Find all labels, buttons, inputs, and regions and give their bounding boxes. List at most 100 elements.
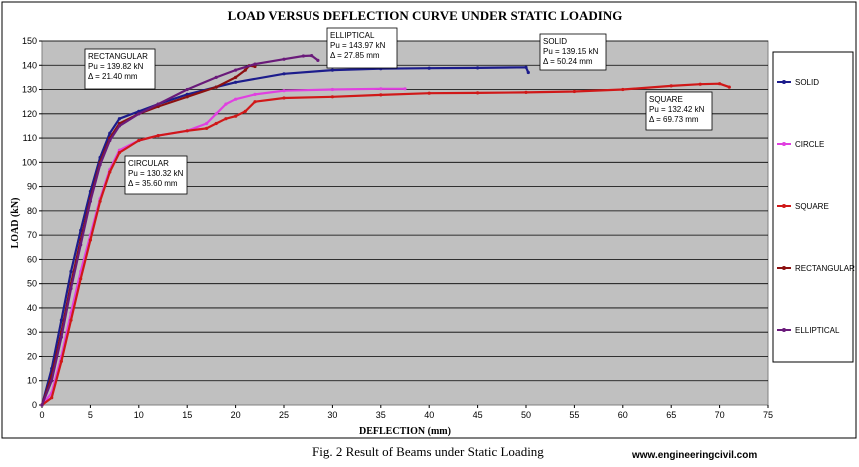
data-point xyxy=(727,85,731,89)
annotation-text: SOLID xyxy=(543,37,567,46)
annotation-text: Pu = 143.97 kN xyxy=(330,41,386,50)
data-point xyxy=(224,102,228,106)
data-point xyxy=(88,238,92,242)
y-tick-label: 60 xyxy=(27,254,37,264)
data-point xyxy=(476,91,480,95)
legend-item-circle: CIRCLE xyxy=(777,140,824,149)
annotation-text: Pu = 139.82 kN xyxy=(88,62,144,71)
annotation-text: SQUARE xyxy=(649,95,683,104)
annotation-text: Pu = 130.32 kN xyxy=(128,169,184,178)
x-tick-label: 50 xyxy=(521,410,531,420)
data-point xyxy=(379,87,383,91)
y-tick-label: 20 xyxy=(27,351,37,361)
annotation-text: Pu = 132.42 kN xyxy=(649,105,705,114)
data-point xyxy=(79,243,83,247)
x-tick-label: 15 xyxy=(182,410,192,420)
series-elliptical xyxy=(40,54,320,407)
legend: SOLID CIRCLE SQUARE RECTANGULAR ELLIPTICAL xyxy=(777,78,855,335)
data-point xyxy=(98,199,102,203)
series-line xyxy=(41,82,730,406)
y-tick-label: 10 xyxy=(27,376,37,386)
data-point xyxy=(185,95,189,99)
data-point xyxy=(253,64,257,69)
annotation-box xyxy=(326,27,398,69)
data-point xyxy=(282,89,286,93)
data-point xyxy=(117,151,121,155)
data-point xyxy=(234,80,238,84)
data-point xyxy=(156,134,160,138)
legend-item-solid: SOLID xyxy=(777,78,819,87)
y-tick-label: 130 xyxy=(22,85,37,95)
data-point xyxy=(205,121,209,126)
x-tick-label: 10 xyxy=(134,410,144,420)
x-tick-label: 75 xyxy=(763,410,773,420)
x-tick-label: 25 xyxy=(279,410,289,420)
data-point xyxy=(79,228,83,232)
data-point xyxy=(669,84,673,88)
data-point xyxy=(59,318,64,322)
data-point xyxy=(330,68,334,72)
x-tick-label: 60 xyxy=(618,410,628,420)
data-point xyxy=(301,54,305,58)
y-tick-label: 90 xyxy=(27,182,37,192)
y-tick-label: 70 xyxy=(27,230,37,240)
data-point xyxy=(50,396,54,400)
axis-ticks: 0 10 20 30 40 50 60 70 80 90 100 110 120 130 140 150 0 5 1… xyxy=(22,36,773,420)
annotation-text: Δ = 21.40 mm xyxy=(88,72,138,81)
data-point xyxy=(698,82,702,86)
y-tick-label: 140 xyxy=(22,60,37,70)
annotation-box xyxy=(124,155,188,195)
data-point xyxy=(476,66,480,70)
data-point xyxy=(427,91,431,95)
x-tick-label: 55 xyxy=(569,410,579,420)
data-point xyxy=(69,318,73,322)
y-tick-label: 50 xyxy=(27,279,37,289)
data-point xyxy=(427,66,431,70)
data-point xyxy=(330,95,334,99)
data-point xyxy=(282,57,286,61)
annotation-text: CIRCULAR xyxy=(128,159,169,168)
data-point xyxy=(185,129,189,133)
data-point xyxy=(253,92,257,96)
annotation-box xyxy=(539,33,607,71)
data-point xyxy=(526,70,530,75)
y-tick-label: 100 xyxy=(22,157,37,167)
data-point xyxy=(108,170,112,174)
data-point xyxy=(234,68,238,72)
annotation-box xyxy=(645,91,713,131)
data-point xyxy=(137,138,141,143)
legend-marker xyxy=(782,142,786,146)
data-point xyxy=(282,96,286,100)
data-point xyxy=(253,100,257,104)
data-point xyxy=(234,75,238,79)
x-axis-label: DEFLECTION (mm) xyxy=(359,426,451,437)
x-tick-label: 35 xyxy=(376,410,386,420)
legend-marker xyxy=(782,266,786,270)
x-tick-label: 30 xyxy=(327,410,337,420)
data-point xyxy=(253,62,257,66)
y-tick-label: 0 xyxy=(32,400,37,410)
y-tick-label: 80 xyxy=(27,206,37,216)
y-tick-label: 150 xyxy=(22,36,37,46)
data-point xyxy=(224,117,228,121)
legend-item-rectangular: RECTANGULAR xyxy=(777,264,855,273)
data-point xyxy=(69,269,73,274)
annotation-text: ELLIPTICAL xyxy=(330,31,375,40)
legend-item-square: SQUARE xyxy=(777,202,829,211)
data-point xyxy=(234,97,238,101)
y-tick-label: 40 xyxy=(27,303,37,313)
data-point xyxy=(718,82,722,86)
y-axis-label: LOAD (kN) xyxy=(10,198,21,249)
data-point xyxy=(98,163,102,167)
annotation-text: Δ = 27.85 mm xyxy=(330,51,380,60)
annotation-text: Δ = 69.73 mm xyxy=(649,115,699,124)
data-point xyxy=(214,75,218,79)
data-point xyxy=(59,335,64,339)
data-point xyxy=(108,138,112,143)
